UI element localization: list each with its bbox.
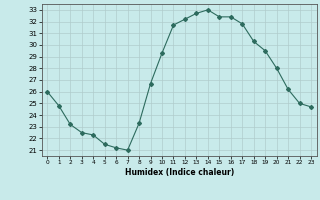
X-axis label: Humidex (Indice chaleur): Humidex (Indice chaleur) xyxy=(124,168,234,177)
